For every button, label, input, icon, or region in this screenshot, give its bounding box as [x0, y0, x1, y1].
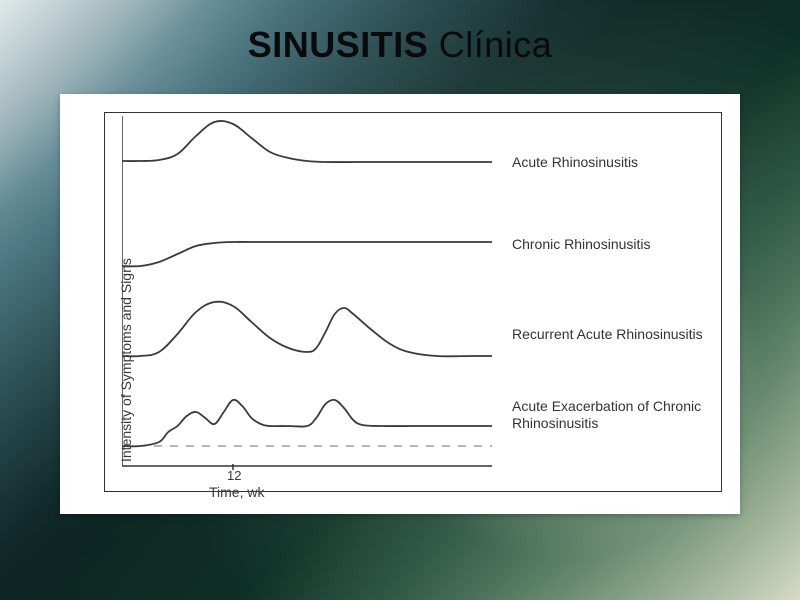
slide: SINUSITIS Clínica Intensity of Symptoms …	[0, 0, 800, 600]
series-label-2-line-0: Recurrent Acute Rhinosinusitis	[512, 326, 703, 343]
slide-title: SINUSITIS Clínica	[248, 24, 553, 66]
series-label-0: Acute Rhinosinusitis	[512, 154, 638, 171]
title-light: Clínica	[428, 24, 552, 65]
series-curve-3	[122, 400, 492, 447]
series-curve-0	[122, 121, 492, 162]
series-label-0-line-0: Acute Rhinosinusitis	[512, 154, 638, 171]
series-label-3-line-1: Rhinosinusitis	[512, 415, 701, 432]
series-label-1-line-0: Chronic Rhinosinusitis	[512, 236, 651, 253]
series-label-2: Recurrent Acute Rhinosinusitis	[512, 326, 703, 343]
series-curve-1	[122, 242, 492, 266]
title-bold: SINUSITIS	[248, 24, 429, 65]
series-curve-2	[122, 302, 492, 357]
series-label-3: Acute Exacerbation of ChronicRhinosinusi…	[512, 398, 701, 432]
chart-plot	[122, 116, 492, 496]
series-label-3-line-0: Acute Exacerbation of Chronic	[512, 398, 701, 415]
chart-panel: Intensity of Symptoms and Signs 12 Time,…	[60, 94, 740, 514]
series-label-1: Chronic Rhinosinusitis	[512, 236, 651, 253]
